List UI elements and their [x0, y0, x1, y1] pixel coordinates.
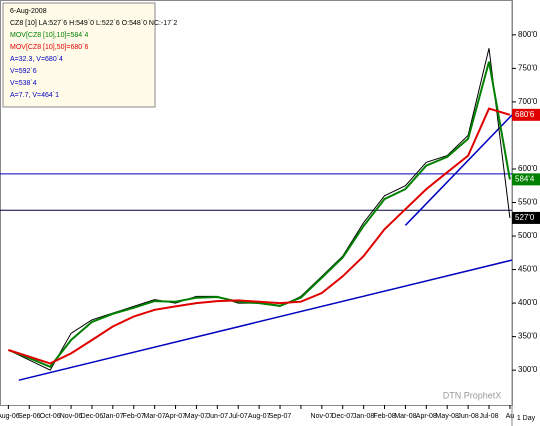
legend-box: [2, 2, 156, 108]
legend-text: MOV[CZ8 [10],10]=584`4: [10, 32, 89, 39]
y-tick-label: 550'0: [518, 198, 538, 207]
legend-text: CZ8 [10] LA:527`6 H:549`0 L:522`6 O:548`…: [10, 20, 177, 27]
price-label: 527'0: [515, 213, 535, 222]
x-tick-label: Jun-08: [457, 413, 479, 420]
x-tick-label: Jul-08: [479, 413, 498, 420]
x-tick-label: Sep-07: [269, 413, 292, 420]
legend: 6-Aug-2008 CZ8 [10] LA:527`6 H:549`0 L:52…: [2, 2, 177, 108]
x-tick-label: Apr-07: [165, 413, 186, 420]
x-tick-label: Apr-08: [416, 413, 437, 420]
x-tick-label: Aug-07: [248, 413, 271, 420]
price-label-box: [512, 108, 540, 121]
x-tick-label: Feb-08: [373, 413, 395, 420]
legend-text: V=592`6: [10, 68, 37, 75]
legend-text: A=32.3, V=680`4: [10, 56, 63, 63]
legend-text: 6-Aug-2008: [10, 8, 47, 15]
x-tick-label: Sep-06: [18, 413, 41, 420]
x-tick-label: Dec-07: [331, 413, 354, 420]
series-line: [8, 107, 511, 365]
y-tick-label: 300'0: [518, 365, 538, 374]
series-line: [8, 61, 511, 369]
legend-text: MOV[CZ8 [10],50]=680`6: [10, 44, 89, 51]
trend-line: [404, 114, 513, 226]
legend-text: A=7.7, V=464`1: [10, 92, 59, 99]
x-tick-label: Mar-07: [144, 413, 166, 420]
x-tick-label: Mar-08: [394, 413, 416, 420]
y-tick-label: 700'0: [518, 97, 538, 106]
watermark: DTN ProphetX: [443, 390, 502, 400]
x-tick-label: Jan-08: [353, 413, 375, 420]
price-label: 680'6: [515, 110, 535, 119]
legend-text: V=538`4: [10, 80, 37, 87]
x-tick-label: Oct-06: [40, 413, 61, 420]
y-tick-label: 500'0: [518, 231, 538, 240]
y-tick-label: 450'0: [518, 265, 538, 274]
x-tick-label: Au: [506, 413, 515, 420]
x-tick-label: Feb-07: [123, 413, 145, 420]
y-tick-label: 350'0: [518, 332, 538, 341]
x-tick-label: Jun-07: [207, 413, 229, 420]
x-tick-label: Nov-06: [60, 413, 83, 420]
y-tick-label: 600'0: [518, 164, 538, 173]
interval-label: 1 Day: [517, 415, 536, 422]
x-tick-label: Jan-07: [102, 413, 124, 420]
y-tick-label: 800'0: [518, 30, 538, 39]
price-label-box: [512, 211, 540, 224]
x-tick-label: Aug-06: [0, 413, 20, 420]
x-tick-label: Dec-06: [81, 413, 104, 420]
x-tick-label: Jul-07: [229, 413, 248, 420]
x-tick-label: May-08: [436, 413, 459, 420]
y-tick-label: 400'0: [518, 298, 538, 307]
price-label-box: [512, 173, 540, 186]
x-tick-label: Nov-07: [311, 413, 334, 420]
y-tick-label: 750'0: [518, 64, 538, 73]
price-label: 584'4: [515, 174, 535, 183]
trend-line: [18, 259, 513, 381]
x-tick-label: May-07: [185, 413, 208, 420]
